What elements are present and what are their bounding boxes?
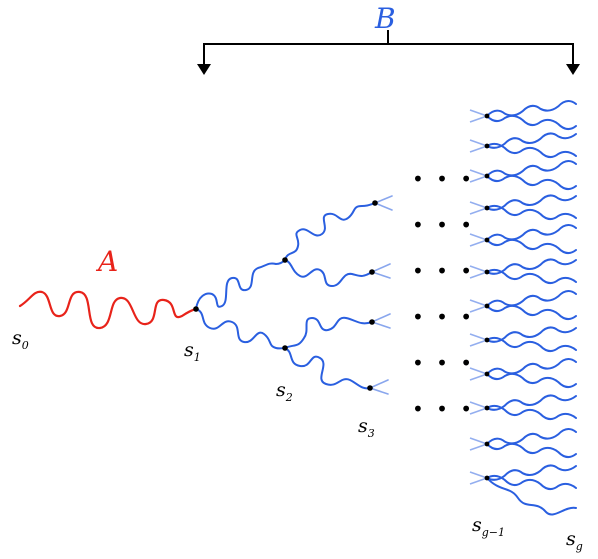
ellipsis: • • • [412,305,475,329]
node-sg-minus-1 [484,237,490,243]
branch-line [486,464,577,481]
branch-stub [469,299,488,313]
node-sg-minus-1 [484,371,490,377]
label-s2: s2 [276,379,293,404]
bracket-line [203,43,574,72]
node-sg-minus-1 [484,337,490,343]
node-sg-minus-1 [484,475,490,481]
branch-line [486,114,577,130]
ellipsis: • • • [412,213,475,237]
path-a [18,290,198,330]
branch-line [486,326,577,343]
node-sg-minus-1 [484,143,490,149]
node-sg-minus-1 [484,269,490,275]
branch-line [486,204,577,220]
node-s3 [369,269,375,275]
node-sg-minus-1 [484,441,490,447]
branch-line [486,194,577,211]
branch-line [486,442,577,458]
node-sg-minus-1 [484,113,490,119]
final-generation-stubs [469,109,488,485]
branch-stub [469,139,488,153]
tree-b [195,202,376,390]
branch-stub [469,471,488,485]
branch-stub [469,109,488,123]
node-sg-minus-1 [484,173,490,179]
branch-line [486,358,577,375]
ellipsis: • • • [412,167,475,191]
branch-line [486,404,577,420]
branch-stub [469,169,488,183]
arrow-down-icon [197,64,211,75]
label-s0: s0 [12,327,29,352]
branch-stub [469,367,488,381]
node-sg-minus-1 [484,405,490,411]
ellipsis: • • • [412,351,475,375]
branch-line [486,224,577,241]
arrow-down-icon [566,64,580,75]
label-a: A [95,245,118,278]
branch-stub [469,265,488,279]
branch-line [486,304,577,320]
branch-line [486,428,577,445]
branch-line [486,336,577,352]
node-s2-lower [282,345,288,351]
branch-stub [469,233,488,247]
branch-line [486,174,577,190]
node-s1 [193,306,199,312]
branch-stub [469,401,488,415]
node-s3 [367,385,373,391]
branch-stub [469,333,488,347]
label-s3: s3 [358,415,375,440]
branch-line [486,238,577,254]
branch-line [486,258,577,275]
branch-line [486,268,577,284]
branch-line [486,160,577,177]
bracket-b [203,30,574,72]
ellipsis: • • • [412,259,475,283]
branch-line [486,394,577,411]
branch-line [486,132,577,149]
label-s1: s1 [184,339,201,364]
fading-stubs [369,195,393,395]
branch-stub [469,201,488,215]
label-sg-minus-1: sg−1 [472,514,505,539]
branch-line [486,100,577,117]
node-s3 [369,319,375,325]
branch-line [486,290,577,307]
main-nodes [193,200,378,391]
label-b: B [374,2,396,35]
branch-stub [469,437,488,451]
node-s2-upper [282,257,288,263]
ellipsis: • • • [412,397,475,421]
final-generation [486,100,577,516]
ellipsis-column: • • • • • • • • • • • • • • • • • • [412,167,475,421]
node-s3 [372,200,378,206]
node-sg-minus-1 [484,303,490,309]
branch-line [486,474,577,490]
branch-line [486,372,577,388]
node-sg-minus-1 [484,205,490,211]
label-sg: sg [566,528,583,553]
final-generation-nodes [484,113,490,481]
branch-line [486,142,577,158]
branch-line [486,477,577,516]
